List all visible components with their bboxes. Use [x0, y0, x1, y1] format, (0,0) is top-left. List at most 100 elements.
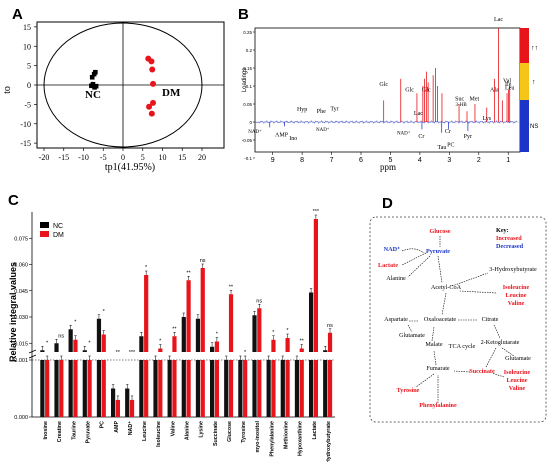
pathway-edge — [415, 373, 435, 388]
peak-label: Lac — [494, 17, 503, 23]
peak-label: PC — [447, 142, 454, 148]
leucine-node: Leucine — [507, 377, 528, 384]
peak-label: Glc — [405, 87, 414, 93]
dm-bar-lower — [299, 360, 304, 417]
dm-bar-lower — [158, 360, 163, 417]
category-label: AMP — [114, 421, 120, 433]
category-label: Leucine — [142, 421, 148, 441]
dm-bar — [299, 348, 304, 352]
significance-marker: * — [286, 328, 289, 334]
pathway-edge — [453, 370, 471, 373]
significance-marker: ns — [58, 333, 64, 339]
dm-bar — [257, 308, 262, 352]
bar-y-tick-label: 0.030 — [14, 315, 28, 321]
significance-marker: * — [46, 340, 49, 346]
dm-bar — [228, 294, 234, 352]
dm-bar — [313, 219, 318, 352]
nc-bar-lower — [209, 360, 215, 417]
pathway-edge — [401, 252, 427, 266]
color-bar-yellow — [520, 63, 529, 100]
significance-marker: ns — [327, 323, 333, 329]
nc-bar-lower — [96, 360, 102, 417]
pathway-edge — [459, 290, 497, 294]
glutamate-node: Glutamate — [399, 332, 425, 339]
category-label: Valine — [170, 421, 176, 436]
dm-bar — [87, 360, 92, 417]
nc-bar — [167, 360, 172, 417]
x-tick-label: 20 — [198, 153, 206, 162]
dm-bar-lower — [200, 360, 205, 417]
peak-label: Ala — [490, 87, 499, 93]
dm-bar — [59, 360, 64, 417]
dm-bar — [144, 275, 149, 352]
peak-label: Phe — [317, 109, 326, 115]
dm-bar-lower — [73, 360, 78, 417]
dm-bar — [186, 280, 191, 352]
x-tick-label: -5 — [100, 153, 107, 162]
peak-label: NAD⁺ — [397, 131, 411, 137]
x-tick-label: 10 — [159, 153, 167, 162]
x-tick-label: -10 — [78, 153, 89, 162]
color-bar-label-high: ↑↑ — [531, 45, 538, 52]
dm-sample-point — [148, 58, 155, 65]
dm-bar — [45, 360, 50, 417]
peak-label: Ino — [289, 136, 297, 142]
loadings-plot: Loadings 0.25 0.2 0.15 0.1 0.05 0 -0.05 -0.1 9 8… — [242, 17, 539, 172]
dm-bar-lower — [313, 360, 318, 417]
significance-marker: ns — [256, 298, 262, 304]
pathway-edge — [437, 255, 443, 284]
peak-label: NAD⁺ — [316, 127, 330, 133]
pyruvate-node: Pyruvate — [426, 248, 450, 255]
nc-sample-point — [89, 74, 95, 80]
nc-bar-lower — [54, 360, 59, 417]
ppm-tick-label: 5 — [388, 157, 392, 164]
nc-bar — [280, 360, 285, 417]
category-label: NAD⁺ — [128, 421, 134, 435]
isoleucine-node: Isoleucine — [503, 284, 530, 291]
dm-bar — [158, 348, 163, 352]
metabolic-pathway-diagram: Glucose NAD⁺ Pyruvate Lactate Alanine 3-Hydro… — [369, 216, 547, 423]
nc-bar — [308, 292, 314, 352]
dm-bar — [101, 334, 106, 352]
dm-bar-lower — [144, 360, 149, 417]
bar-chart: Relative integral values 0.075 0.060 0.045… — [8, 209, 335, 462]
y-tick-label: -10 — [20, 120, 31, 129]
nc-bar — [181, 317, 186, 352]
y-tick-label: 0 — [27, 81, 31, 90]
loadings-y-tick-label: -0.1 — [244, 156, 252, 161]
axis-break-mark — [28, 354, 37, 359]
pathway-edge — [407, 324, 413, 333]
nc-bar-lower — [68, 360, 73, 417]
dm-bar — [172, 336, 177, 352]
legend-dm-swatch — [40, 231, 49, 237]
isoleucine-node: Isoleucine — [504, 369, 531, 376]
alanine-node: Alanine — [386, 275, 406, 282]
color-bar: ↑↑ ↑ NS — [520, 28, 538, 152]
y-axis-label: to — [2, 86, 13, 94]
nc-group-label: NC — [85, 89, 101, 101]
glucose-node: Glucose — [430, 228, 451, 235]
loadings-y-tick-label: 0 — [249, 120, 252, 125]
nc-sample-point — [93, 69, 98, 75]
ppm-tick-label: 1 — [506, 157, 510, 164]
dm-sample-point — [150, 80, 157, 87]
nmr-spectrum — [254, 28, 518, 133]
succinate-node: Succinate — [469, 368, 495, 375]
panel-d-letter: D — [382, 195, 393, 212]
significance-marker: * — [159, 339, 162, 345]
y-tick-label: 15 — [23, 23, 31, 32]
bar-y-tick-label: 0.045 — [14, 289, 28, 295]
y-tick-label: -5 — [24, 100, 31, 109]
nc-sample-point — [89, 83, 94, 89]
dm-sample-point — [149, 66, 156, 73]
dm-bar-lower — [327, 360, 333, 417]
ppm-tick-label: 3 — [447, 157, 451, 164]
loadings-y-tick-label: 0.2 — [246, 48, 253, 53]
y-tick-label: 10 — [23, 42, 31, 51]
nc-bar-lower — [323, 360, 328, 417]
dm-bar — [129, 399, 135, 417]
nc-bar-lower — [195, 360, 201, 417]
tyrosine-node: Tyrosine — [397, 387, 420, 394]
pathway-edge — [431, 326, 435, 342]
peak-label: Leu — [505, 86, 514, 92]
